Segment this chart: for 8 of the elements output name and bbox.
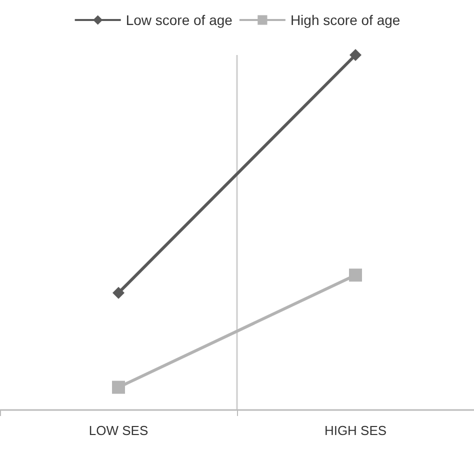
- legend-label: High score of age: [290, 12, 400, 28]
- legend-label: Low score of age: [126, 12, 233, 28]
- x-tick-label: HIGH SES: [324, 423, 387, 438]
- point: [112, 380, 125, 394]
- point: [112, 286, 124, 299]
- x-tick-label: LOW SES: [88, 423, 148, 438]
- point: [349, 268, 362, 282]
- point: [350, 49, 362, 61]
